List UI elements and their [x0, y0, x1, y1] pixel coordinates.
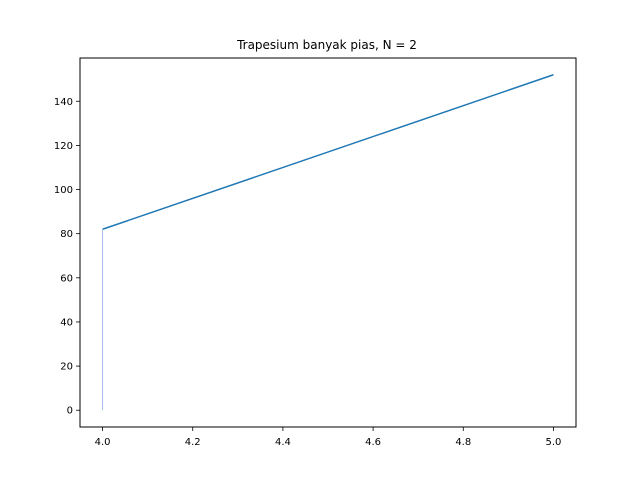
- x-tick-label: 5.0: [546, 437, 562, 448]
- y-tick-label: 20: [60, 362, 73, 373]
- series-line-1: [102, 74, 554, 230]
- y-tick-label: 80: [60, 229, 73, 240]
- x-tick-label: 4.6: [365, 437, 381, 448]
- x-axis: 4.0 4.2 4.4 4.6 4.8 5.0: [95, 427, 562, 448]
- x-tick-label: 4.0: [95, 437, 111, 448]
- y-tick-label: 140: [54, 97, 73, 108]
- y-tick-label: 120: [54, 141, 73, 152]
- x-tick-label: 4.2: [185, 437, 201, 448]
- plot-frame: [79, 57, 577, 428]
- series-layer: [102, 74, 554, 411]
- y-tick-label: 40: [60, 317, 73, 328]
- y-tick-label: 0: [67, 406, 73, 417]
- y-tick-label: 100: [54, 185, 73, 196]
- x-tick-label: 4.4: [275, 437, 291, 448]
- y-axis: 0 20 40 60 80 100 120 140: [54, 97, 80, 417]
- x-tick-label: 4.8: [455, 437, 471, 448]
- chart-title: Trapesium banyak pias, N = 2: [236, 38, 417, 52]
- y-tick-label: 60: [60, 273, 73, 284]
